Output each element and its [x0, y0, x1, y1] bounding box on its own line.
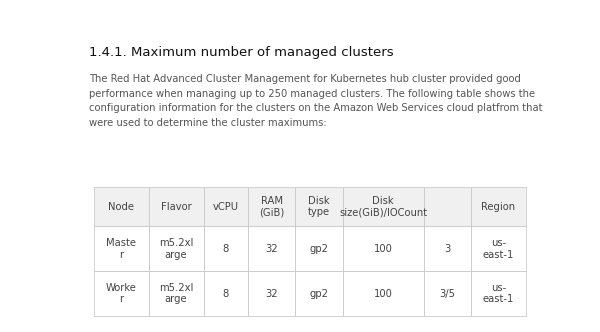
Text: Disk
size(GiB)/IOCount: Disk size(GiB)/IOCount — [339, 196, 427, 217]
Bar — [94, 271, 149, 316]
Text: us-
east-1: us- east-1 — [483, 283, 514, 304]
Text: us-
east-1: us- east-1 — [483, 238, 514, 260]
Bar — [203, 187, 248, 226]
Text: Node: Node — [108, 202, 134, 211]
Bar — [203, 226, 248, 271]
Text: gp2: gp2 — [310, 289, 328, 298]
Text: 8: 8 — [223, 289, 229, 298]
Text: Region: Region — [481, 202, 515, 211]
Bar — [343, 226, 424, 271]
Text: m5.2xl
arge: m5.2xl arge — [159, 238, 193, 260]
Text: 1.4.1. Maximum number of managed clusters: 1.4.1. Maximum number of managed cluster… — [89, 46, 394, 59]
Bar — [149, 187, 203, 226]
Text: Disk
type: Disk type — [308, 196, 330, 217]
Text: RAM
(GiB): RAM (GiB) — [259, 196, 284, 217]
Text: 32: 32 — [266, 289, 278, 298]
Bar — [295, 271, 343, 316]
Text: 3/5: 3/5 — [439, 289, 455, 298]
Text: 100: 100 — [374, 289, 392, 298]
Bar — [149, 226, 203, 271]
Bar — [424, 226, 471, 271]
Text: 32: 32 — [266, 244, 278, 254]
Bar — [343, 271, 424, 316]
Text: 100: 100 — [374, 244, 392, 254]
Bar — [471, 187, 526, 226]
Bar — [295, 187, 343, 226]
Bar — [471, 271, 526, 316]
Bar — [343, 187, 424, 226]
Text: Flavor: Flavor — [161, 202, 191, 211]
Bar — [424, 271, 471, 316]
Bar — [248, 187, 295, 226]
Text: vCPU: vCPU — [213, 202, 239, 211]
Text: gp2: gp2 — [310, 244, 328, 254]
Bar — [203, 271, 248, 316]
Bar — [248, 226, 295, 271]
Bar — [94, 187, 149, 226]
Text: 3: 3 — [444, 244, 451, 254]
Text: The Red Hat Advanced Cluster Management for Kubernetes hub cluster provided good: The Red Hat Advanced Cluster Management … — [89, 74, 542, 127]
Text: m5.2xl
arge: m5.2xl arge — [159, 283, 193, 304]
Bar — [149, 271, 203, 316]
Bar — [471, 226, 526, 271]
Text: 8: 8 — [223, 244, 229, 254]
Bar — [248, 271, 295, 316]
Bar — [94, 226, 149, 271]
Bar — [295, 226, 343, 271]
Text: Maste
r: Maste r — [106, 238, 136, 260]
Text: Worke
r: Worke r — [106, 283, 137, 304]
Bar — [424, 187, 471, 226]
